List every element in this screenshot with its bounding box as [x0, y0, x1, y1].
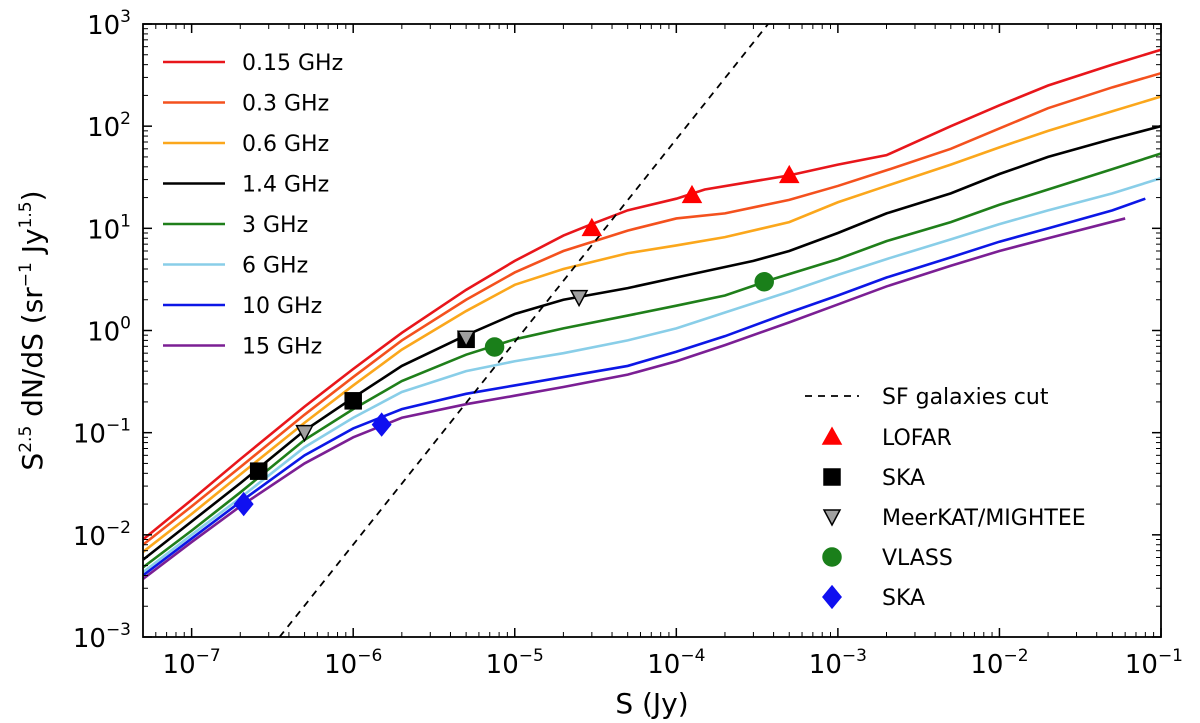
y-label-suffix: ) [16, 190, 49, 201]
y-label-unit-exp1: −1 [16, 262, 36, 287]
legend: 0.15 GHz 0.3 GHz 0.6 GHz 1.4 GHz 3 GHz 6 GHz 1… [163, 51, 1086, 611]
legend-item-vlass: VLASS [822, 546, 953, 571]
x-tick-label: 10−4 [647, 646, 705, 680]
legend-label: 0.6 GHz [242, 132, 329, 157]
x-axis-label: S (Jy) [615, 687, 688, 720]
series-line-10-ghz [143, 197, 1146, 577]
legend-label: 1.4 GHz [242, 173, 329, 198]
y-label-mid2: Jy [16, 228, 49, 262]
x-tick-label: 10−1 [1125, 646, 1183, 680]
legend-marker [821, 426, 843, 445]
legend-item-15-ghz: 15 GHz [163, 335, 322, 360]
tick-layer: 10−7 10−6 10−5 10−4 10−3 10−2 10−1 10−3 10−2 10−1… [73, 7, 1183, 680]
legend-label: 15 GHz [242, 335, 322, 360]
series-line-6-ghz [143, 176, 1161, 574]
y-tick-label: 10−1 [73, 416, 131, 450]
legend-marker [822, 547, 842, 567]
legend-label: 10 GHz [242, 294, 322, 319]
marker-lofar-0-0 [581, 217, 603, 237]
y-label-prefix: S [16, 453, 49, 471]
legend-label: 0.15 GHz [242, 51, 343, 76]
legend-marker [822, 509, 842, 527]
y-tick-label: 103 [87, 7, 131, 41]
marker-ska-1-1 [344, 392, 362, 410]
marker-vlass-3-1 [754, 272, 774, 292]
legend-item-ska: SKA [823, 466, 925, 491]
legend-item-lofar: LOFAR [821, 426, 952, 451]
y-axis-label: S2.5 dN/dS (sr−1 Jy1.5) [16, 190, 49, 470]
y-tick-label: 101 [87, 211, 131, 245]
x-tick-label: 10−5 [486, 646, 544, 680]
y-label-prefix-exp: 2.5 [16, 426, 36, 453]
x-tick-label: 10−6 [324, 646, 382, 680]
series-line-3-ghz [143, 152, 1161, 569]
legend-item-3-ghz: 3 GHz [163, 213, 308, 238]
y-label-mid: dN/dS (sr [16, 287, 49, 426]
marker-meerkat-mightee-2-0 [295, 424, 314, 443]
marker-lofar-0-1 [681, 184, 703, 204]
x-tick-label: 10−7 [163, 646, 221, 680]
legend-item-sf-galaxies-cut: SF galaxies cut [805, 385, 1049, 410]
marker-layer [233, 164, 800, 517]
marker-lofar-0-2 [778, 164, 800, 184]
legend-label: VLASS [882, 546, 953, 571]
series-line-15-ghz [143, 217, 1126, 580]
legend-item-0-15-ghz: 0.15 GHz [163, 51, 343, 76]
marker-meerkat-mightee-2-2 [569, 289, 589, 308]
series-line-0-15-ghz [143, 48, 1161, 541]
series-line-0-6-ghz [143, 95, 1161, 553]
legend-label: SKA [882, 586, 925, 611]
y-tick-label: 100 [87, 314, 131, 348]
series-line-0-3-ghz [143, 71, 1161, 546]
legend-item-0-3-ghz: 0.3 GHz [163, 92, 329, 117]
legend-item-meerkat-mightee: MeerKAT/MIGHTEE [822, 506, 1086, 531]
marker-ska-4-0 [233, 491, 254, 517]
legend-item-6-ghz: 6 GHz [163, 254, 308, 279]
x-tick-label: 10−3 [809, 646, 867, 680]
legend-label: 3 GHz [242, 213, 308, 238]
legend-marker [823, 468, 841, 486]
y-label-unit-exp2: 1.5 [16, 201, 36, 228]
legend-label: SKA [882, 466, 925, 491]
legend-label: 0.3 GHz [242, 92, 329, 117]
legend-label: 6 GHz [242, 254, 308, 279]
legend-marker [822, 584, 842, 610]
legend-item-0-6-ghz: 0.6 GHz [163, 132, 329, 157]
legend-item-10-ghz: 10 GHz [163, 294, 322, 319]
marker-ska-4-1 [371, 412, 392, 437]
legend-item-1-4-ghz: 1.4 GHz [163, 173, 329, 198]
marker-vlass-3-0 [484, 337, 505, 357]
x-tick-label: 10−2 [970, 646, 1028, 680]
y-tick-label: 10−3 [73, 620, 131, 654]
y-tick-label: 10−2 [73, 518, 131, 552]
legend-label: LOFAR [882, 426, 952, 451]
sf-galaxies-cut-line [278, 24, 769, 637]
marker-ska-1-0 [249, 462, 268, 480]
legend-item-ska: SKA [822, 584, 925, 611]
marker-meerkat-mightee-2-1 [456, 330, 476, 348]
legend-label: SF galaxies cut [882, 385, 1049, 410]
legend-label: MeerKAT/MIGHTEE [882, 506, 1086, 531]
y-tick-label: 102 [87, 109, 131, 143]
